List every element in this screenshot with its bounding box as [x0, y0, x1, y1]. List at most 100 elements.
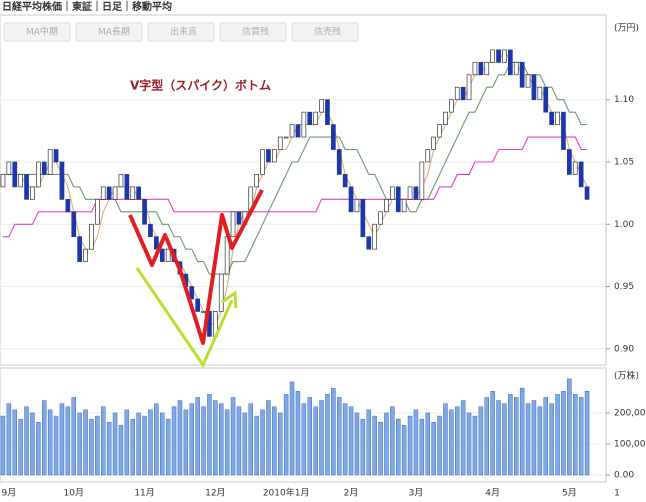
candle — [531, 74, 537, 101]
candle — [425, 149, 431, 163]
candle — [555, 111, 560, 125]
volume-bar — [130, 418, 135, 476]
volume-bar — [567, 378, 572, 476]
volume-bar — [154, 403, 159, 476]
volume-bar — [278, 412, 283, 476]
volume-bar — [437, 415, 442, 476]
button-label: MA中期 — [26, 26, 58, 38]
button-frame — [219, 22, 287, 42]
candle — [301, 111, 307, 138]
volume-bar — [213, 400, 218, 476]
volume-bar — [502, 403, 507, 476]
volume-bar — [195, 397, 200, 476]
button-label: 出来高 — [170, 26, 197, 38]
y-tick-label: 0.95 — [614, 282, 634, 292]
candle — [478, 61, 484, 76]
x-tick-label: 4月 — [485, 488, 500, 499]
candle — [407, 186, 413, 200]
candle — [201, 311, 206, 313]
candle — [106, 186, 112, 200]
toolbar-button[interactable]: 出来高 — [147, 22, 215, 42]
candle — [154, 236, 159, 250]
volume-bar — [36, 422, 41, 476]
candle — [319, 99, 324, 113]
arrow-line — [135, 267, 234, 369]
candle — [484, 61, 490, 76]
volume-bar — [83, 409, 88, 476]
button-label: MA長期 — [98, 27, 130, 38]
y-unit: (万円) — [614, 23, 639, 34]
candle — [254, 174, 259, 188]
volume-bar — [478, 406, 484, 476]
volume-bar — [490, 391, 495, 476]
volume-bar — [413, 409, 419, 476]
x-tick-label: 5月 — [562, 488, 577, 499]
volume-unit: (万株) — [614, 370, 639, 382]
candle — [490, 49, 495, 63]
volume-bar — [425, 412, 430, 476]
volume-bar — [189, 403, 194, 476]
candle — [401, 198, 407, 213]
volume-bar — [160, 412, 165, 476]
candle — [100, 186, 106, 200]
y-tick-label: 100,000 — [614, 439, 646, 449]
candle — [159, 248, 165, 262]
candle — [65, 198, 71, 213]
candle — [71, 211, 77, 238]
candle — [136, 186, 141, 200]
candle — [378, 211, 383, 225]
candle — [236, 211, 242, 225]
candle — [384, 198, 389, 213]
volume-bar — [30, 412, 35, 476]
volume-bar — [496, 400, 501, 476]
candle — [6, 161, 12, 175]
candle — [118, 174, 124, 188]
toolbar-button[interactable]: 信売残 — [291, 22, 359, 42]
volume-bar — [201, 406, 206, 476]
candle — [124, 174, 130, 200]
candle — [35, 161, 41, 188]
candle — [195, 298, 200, 312]
candle — [543, 86, 549, 113]
button-frame — [75, 22, 143, 42]
volume-bar — [95, 415, 100, 476]
toolbar-button[interactable]: MA長期 — [75, 22, 143, 42]
volume-bar — [366, 409, 371, 476]
volume-bar — [248, 403, 253, 476]
candle — [437, 124, 442, 138]
candle — [419, 161, 425, 200]
candle — [525, 74, 531, 88]
volume-bar — [537, 406, 543, 476]
volume-bar — [378, 422, 383, 476]
candle — [59, 161, 65, 200]
volume-bar — [360, 418, 366, 476]
x-tick-label: 3月 — [409, 488, 424, 499]
toolbar-button[interactable]: MA中期 — [3, 22, 71, 42]
candle — [354, 198, 360, 213]
volume-bar — [224, 409, 230, 476]
volume-bar — [449, 409, 454, 476]
y-tick-label: 200,000 — [614, 408, 646, 418]
volume-bar — [549, 403, 554, 476]
volume-bar — [106, 422, 112, 476]
toolbar-button[interactable]: 信買残 — [219, 22, 287, 42]
volume-bar — [419, 418, 425, 476]
volume-bar — [484, 397, 489, 476]
candle — [443, 111, 448, 125]
volume-bar — [142, 415, 147, 476]
volume-bar — [508, 394, 513, 476]
button-frame — [291, 22, 359, 42]
candle — [572, 161, 578, 175]
candle — [508, 49, 513, 76]
volume-bar — [472, 415, 478, 476]
volume-bar — [207, 394, 212, 476]
volume-bar — [47, 409, 53, 476]
candle — [360, 198, 366, 238]
candle — [112, 186, 118, 200]
candle — [47, 149, 53, 175]
volume-bar — [514, 397, 519, 476]
volume-bar — [254, 415, 259, 476]
candle — [283, 136, 289, 139]
candle — [272, 149, 277, 163]
candle — [454, 86, 460, 101]
